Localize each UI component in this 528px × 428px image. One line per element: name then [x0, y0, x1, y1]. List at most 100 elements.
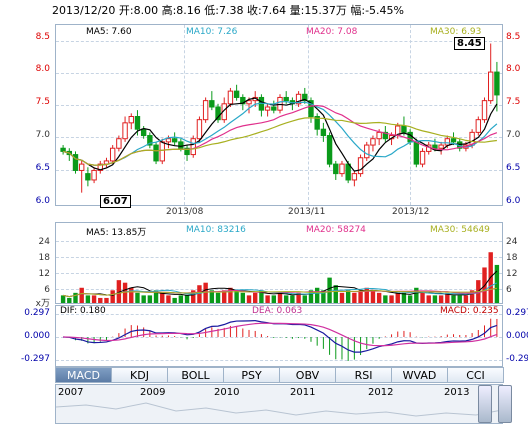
volume-bar: [345, 290, 351, 303]
volume-bar: [352, 292, 357, 303]
candle-body: [339, 163, 345, 175]
time-navigator[interactable]: 2007 2009 2010 2011 2012 2013: [55, 384, 503, 424]
volume-bar: [327, 277, 332, 303]
nav-year: 2007: [58, 387, 84, 398]
quote-headline: 2013/12/20 开:8.00 高:8.16 低:7.38 收:7.64 量…: [52, 4, 404, 17]
tab-kdj[interactable]: KDJ: [111, 367, 168, 383]
candle-body: [128, 116, 134, 124]
volume-bar: [283, 295, 289, 303]
vol-ma20-legend: MA20: 58274: [306, 225, 366, 235]
volume-bar: [426, 295, 431, 303]
volume-bar: [73, 292, 78, 303]
volume-bar: [172, 297, 177, 303]
k-ytick-left: 6.5: [35, 163, 50, 173]
k-ytick-left: 6.0: [35, 196, 50, 206]
candlestick-panel[interactable]: MA5: 7.60 MA10: 7.26 MA20: 7.08 MA30: 6.…: [55, 24, 503, 217]
volume-bar: [438, 295, 444, 303]
volume-bar: [60, 295, 66, 303]
vol-ma30-legend: MA30: 54649: [430, 225, 490, 235]
candle-body: [240, 96, 246, 105]
volume-bar: [98, 297, 103, 303]
volume-bar: [457, 295, 462, 303]
volume-bar: [271, 295, 277, 303]
tab-psy[interactable]: PSY: [223, 367, 280, 383]
candle-body: [370, 138, 376, 146]
volume-bar: [389, 295, 394, 303]
volume-bar: [67, 297, 72, 303]
ma30-legend: MA30: 6.93: [430, 27, 482, 37]
indicator-tabs: MACD KDJ BOLL PSY OBV RSI WVAD CCI: [55, 367, 504, 383]
macd-chart: [63, 318, 498, 361]
candle-body: [475, 119, 482, 133]
candle-body: [364, 144, 370, 159]
volume-bar: [414, 287, 419, 303]
candle-body: [122, 122, 128, 140]
candle-body: [488, 71, 494, 102]
volume-bar: [240, 292, 246, 303]
candle-body: [196, 119, 203, 140]
v-ytick-left: 24: [38, 237, 50, 247]
tab-wvad[interactable]: WVAD: [391, 367, 448, 383]
m-ytick-left: 0.297: [24, 308, 50, 318]
candle-body: [444, 138, 451, 146]
v-ytick-right: 18: [506, 253, 518, 263]
volume-panel[interactable]: MA5: 13.85万 MA10: 83216 MA20: 58274 MA30…: [55, 222, 503, 304]
volume-bar: [364, 287, 369, 303]
tab-macd[interactable]: MACD: [55, 367, 112, 383]
volume-bar: [277, 292, 283, 303]
candle-body: [140, 128, 147, 137]
candle-body: [419, 150, 426, 165]
volume-bar: [166, 295, 171, 303]
tab-cci[interactable]: CCI: [447, 367, 504, 383]
volume-bar: [401, 292, 407, 303]
candle-body: [60, 147, 66, 152]
volume-bar: [265, 295, 270, 303]
x-tick-nov: 2013/11: [288, 207, 326, 217]
k-ytick-right: 8.5: [506, 32, 521, 42]
candle-body: [333, 163, 339, 175]
volume-bar: [246, 295, 252, 303]
tab-obv[interactable]: OBV: [279, 367, 336, 383]
ma30-line: [62, 117, 497, 166]
candle-body: [494, 71, 500, 96]
volume-bar: [234, 290, 239, 303]
volume-bar: [85, 295, 91, 303]
volume-bar: [376, 292, 382, 303]
candle-body: [233, 90, 240, 98]
range-handle-right[interactable]: [498, 385, 512, 423]
volume-chart: [60, 252, 500, 303]
v-ytick-left: 12: [38, 269, 50, 279]
volume-bar: [339, 292, 345, 303]
volume-bar: [308, 290, 314, 303]
k-ytick-left: 8.5: [35, 32, 50, 42]
candle-body: [134, 116, 141, 130]
candle-body: [345, 163, 351, 181]
k-ytick-right: 6.0: [506, 196, 521, 206]
macd-panel[interactable]: DIF: 0.180 DEA: 0.063 MACD: 0.235: [55, 305, 503, 367]
volume-bar: [91, 295, 97, 303]
v-unit-label: x万: [35, 299, 50, 309]
nav-year: 2009: [140, 387, 166, 398]
range-handle-left[interactable]: [478, 385, 492, 423]
nav-year: 2010: [214, 387, 240, 398]
volume-bar: [463, 295, 469, 303]
candle-body: [147, 135, 153, 146]
tab-boll[interactable]: BOLL: [167, 367, 224, 383]
candle-body: [91, 169, 97, 181]
volume-bar: [395, 292, 400, 303]
v-ytick-left: 6: [44, 285, 50, 295]
candle-body: [153, 144, 159, 162]
volume-bar: [215, 292, 221, 303]
candle-body: [227, 90, 234, 105]
candle-body: [178, 141, 184, 149]
max-price-label: 8.45: [454, 37, 485, 50]
k-ytick-right: 7.5: [506, 97, 521, 107]
vol-ma5-legend: MA5: 13.85万: [86, 228, 147, 238]
candle-body: [432, 144, 438, 149]
m-ytick-right: 0.000: [506, 331, 528, 341]
volume-bar: [110, 290, 115, 303]
tab-rsi[interactable]: RSI: [335, 367, 392, 383]
candle-body: [116, 138, 122, 149]
volume-bar: [451, 295, 456, 303]
volume-bar: [184, 295, 190, 303]
